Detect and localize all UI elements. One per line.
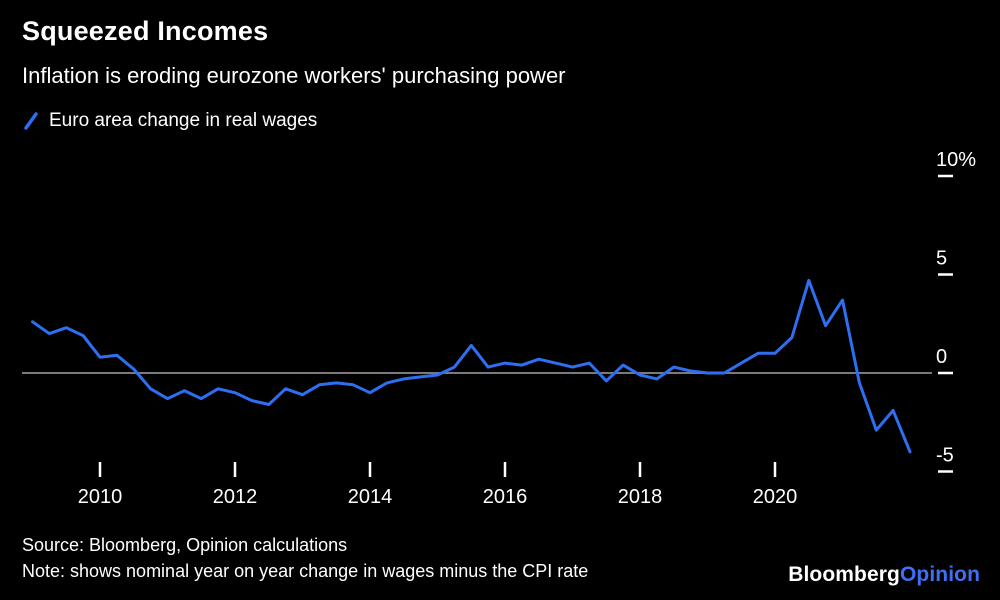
chart-title: Squeezed Incomes bbox=[22, 16, 269, 46]
chart-footnotes: Source: Bloomberg, Opinion calculations … bbox=[22, 532, 588, 584]
logo-bloomberg: Bloomberg bbox=[788, 563, 900, 586]
legend: Euro area change in real wages bbox=[22, 110, 317, 132]
x-tick-label: 2010 bbox=[78, 486, 123, 508]
chart-subtitle: Inflation is eroding eurozone workers' p… bbox=[22, 63, 566, 88]
x-tick-label: 2018 bbox=[618, 486, 663, 508]
legend-line-icon bbox=[24, 112, 38, 130]
y-tick-label: 5 bbox=[936, 248, 947, 270]
x-tick-label: 2014 bbox=[348, 486, 393, 508]
bloomberg-opinion-logo: BloombergOpinion bbox=[788, 563, 980, 587]
y-tick-label: 0 bbox=[936, 346, 947, 368]
source-note: Source: Bloomberg, Opinion calculations bbox=[22, 535, 348, 555]
methodology-note: Note: shows nominal year on year change … bbox=[22, 561, 589, 581]
y-tick-label: -5 bbox=[936, 445, 954, 467]
y-tick-label: 10% bbox=[936, 149, 976, 171]
legend-label: Euro area change in real wages bbox=[49, 110, 318, 131]
x-tick-label: 2012 bbox=[213, 486, 258, 508]
x-tick-label: 2020 bbox=[753, 486, 798, 508]
real-wages-line bbox=[31, 278, 912, 454]
x-tick-label: 2016 bbox=[483, 486, 528, 508]
logo-opinion: Opinion bbox=[899, 563, 980, 586]
